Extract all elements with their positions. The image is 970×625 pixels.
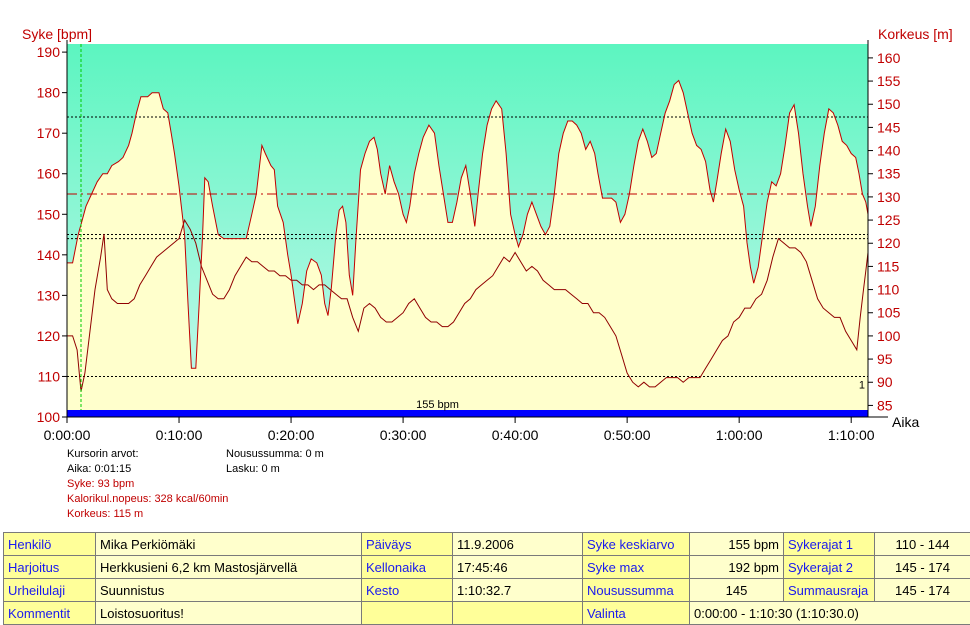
right-tick-label: 155 <box>877 73 901 89</box>
x-tick-label: 1:10:00 <box>828 427 875 443</box>
altitude-series-line <box>67 218 869 392</box>
value-hr-limits-1[interactable]: 110 - 144 <box>874 532 970 556</box>
right-tick-label: 140 <box>877 143 901 159</box>
left-axis-title: Syke [bpm] <box>22 26 93 42</box>
left-tick-label: 120 <box>37 328 61 344</box>
label-comments: Kommentit <box>3 601 96 625</box>
left-tick-label: 140 <box>37 247 61 263</box>
label-duration: Kesto <box>361 578 453 602</box>
label-ascent-total: Nousussumma <box>582 578 690 602</box>
right-tick-label: 115 <box>877 258 900 274</box>
table-row: Henkilö Mika Perkiömäki Päiväys 11.9.200… <box>3 532 970 556</box>
right-tick-label: 110 <box>877 282 900 298</box>
cursor-ascent: Nousussumma: 0 m <box>226 448 324 460</box>
label-hr-average: Syke keskiarvo <box>582 532 690 556</box>
value-exercise[interactable]: Herkkusieni 6,2 km Mastosjärvellä <box>95 555 362 579</box>
value-hr-max: 192 bpm <box>689 555 784 579</box>
right-tick-label: 145 <box>877 119 901 135</box>
exercise-info-table: Henkilö Mika Perkiömäki Päiväys 11.9.200… <box>3 532 970 625</box>
x-tick-label: 0:50:00 <box>604 427 651 443</box>
table-row: Harjoitus Herkkusieni 6,2 km Mastosjärve… <box>3 555 970 579</box>
right-tick-label: 95 <box>877 351 893 367</box>
label-hr-limits-1: Sykerajat 1 <box>783 532 875 556</box>
x-axis-title: Aika <box>892 414 920 430</box>
empty-cell <box>361 601 453 625</box>
right-tick-label: 150 <box>877 96 901 112</box>
value-hr-average: 155 bpm <box>689 532 784 556</box>
cursor-climb-panel: Nousussumma: 0 m Lasku: 0 m <box>226 447 324 477</box>
value-date[interactable]: 11.9.2006 <box>452 532 583 556</box>
label-hr-max: Syke max <box>582 555 690 579</box>
value-selection[interactable]: 0:00:00 - 1:10:30 (1:10:30.0) <box>689 601 970 625</box>
left-tick-label: 170 <box>37 125 61 141</box>
label-sum-limits: Summausraja <box>783 578 875 602</box>
cursor-altitude: Korkeus: 115 m <box>67 508 144 520</box>
cursor-title: Kursorin arvot: <box>67 448 139 460</box>
average-bar <box>67 410 868 417</box>
cursor-heart-rate: Syke: 93 bpm <box>67 478 135 490</box>
value-sum-limits[interactable]: 145 - 174 <box>874 578 970 602</box>
label-start-time: Kellonaika <box>361 555 453 579</box>
empty-cell <box>452 601 583 625</box>
value-start-time[interactable]: 17:45:46 <box>452 555 583 579</box>
x-tick-label: 0:40:00 <box>492 427 539 443</box>
left-tick-label: 160 <box>37 166 61 182</box>
value-hr-limits-2[interactable]: 145 - 174 <box>874 555 970 579</box>
cursor-values-panel: Kursorin arvot: Aika: 0:01:15 Syke: 93 b… <box>67 447 228 522</box>
heart-rate-series-line <box>67 79 869 369</box>
table-row: Urheilulaji Suunnistus Kesto 1:10:32.7 N… <box>3 578 970 602</box>
label-hr-limits-2: Sykerajat 2 <box>783 555 875 579</box>
label-selection: Valinta <box>582 601 690 625</box>
average-bar-label: 155 bpm <box>416 399 459 411</box>
label-date: Päiväys <box>361 532 453 556</box>
chart-svg: 1 155 bpm 100 110 120 130 140 150 160 170 180 190 85… <box>37 40 901 443</box>
value-duration: 1:10:32.7 <box>452 578 583 602</box>
left-tick-label: 110 <box>38 368 61 384</box>
right-tick-label: 125 <box>877 212 901 228</box>
value-ascent-total: 145 <box>689 578 784 602</box>
x-tick-label: 0:10:00 <box>156 427 203 443</box>
left-tick-label: 100 <box>37 409 61 425</box>
right-tick-label: 90 <box>877 374 893 390</box>
left-tick-label: 130 <box>37 287 61 303</box>
x-tick-label: 0:30:00 <box>380 427 427 443</box>
heart-rate-area <box>67 80 868 417</box>
x-tick-label: 1:00:00 <box>716 427 763 443</box>
label-person: Henkilö <box>3 532 96 556</box>
right-axis-title: Korkeus [m] <box>878 26 953 42</box>
x-tick-label: 0:00:00 <box>44 427 91 443</box>
table-row: Kommentit Loistosuoritus! Valinta 0:00:0… <box>3 601 970 625</box>
cursor-descent: Lasku: 0 m <box>226 463 280 475</box>
value-sport[interactable]: Suunnistus <box>95 578 362 602</box>
value-person[interactable]: Mika Perkiömäki <box>95 532 362 556</box>
left-tick-label: 190 <box>37 44 61 60</box>
right-tick-label: 85 <box>877 397 893 413</box>
cursor-time: Aika: 0:01:15 <box>67 463 132 475</box>
right-tick-label: 160 <box>877 50 901 66</box>
zone-label: 1 <box>859 379 865 391</box>
value-comments[interactable]: Loistosuoritus! <box>95 601 362 625</box>
left-tick-label: 180 <box>37 85 61 101</box>
label-exercise: Harjoitus <box>3 555 96 579</box>
right-tick-label: 100 <box>877 328 901 344</box>
label-sport: Urheilulaji <box>3 578 96 602</box>
cursor-calorie-rate: Kalorikul.nopeus: 328 kcal/60min <box>67 493 229 505</box>
right-tick-label: 130 <box>877 189 901 205</box>
right-tick-label: 135 <box>877 166 901 182</box>
right-tick-label: 120 <box>877 235 901 251</box>
right-tick-label: 105 <box>877 305 901 321</box>
left-tick-label: 150 <box>37 206 61 222</box>
x-tick-label: 0:20:00 <box>268 427 315 443</box>
